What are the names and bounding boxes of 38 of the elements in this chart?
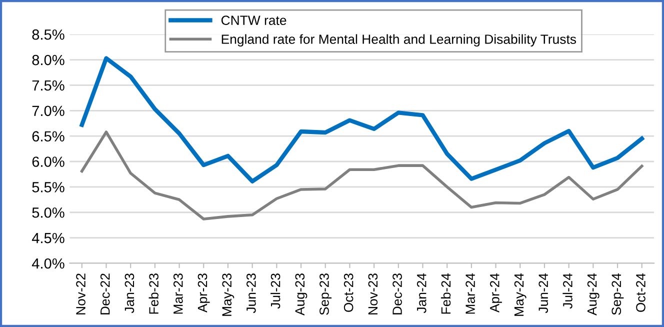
x-tick-label: Dec-22	[100, 274, 110, 314]
y-tick-label: 5.5%	[32, 182, 64, 192]
x-tick-label: May-24	[514, 273, 526, 316]
x-tick-label: Oct-23	[344, 274, 354, 312]
y-tick-label: 4.5%	[32, 232, 64, 244]
x-tick-label: Jul-23	[270, 274, 280, 309]
x-tick-label: Sep-23	[320, 274, 332, 315]
x-tick-label: Nov-22	[76, 274, 86, 314]
x-tick-label: Apr-23	[198, 274, 210, 313]
x-tick-label: Sep-24	[612, 273, 624, 315]
x-tick-label: Mar-23	[173, 274, 183, 314]
x-tick-label: Jun-24	[538, 273, 548, 314]
y-tick-label: 6.0%	[32, 156, 64, 167]
y-tick-label: 8.0%	[32, 54, 64, 66]
x-tick-label: Jun-23	[246, 274, 256, 314]
x-tick-label: Nov-23	[368, 274, 378, 314]
y-tick-label: 6.5%	[32, 131, 64, 142]
x-tick-label: Jul-24	[562, 273, 572, 309]
line-series	[80, 56, 644, 184]
legend-label: CNTW rate	[221, 16, 286, 25]
y-tick-label: 4.0%	[32, 258, 64, 269]
x-tick-label: Mar-24	[466, 273, 475, 314]
x-tick-label: Aug-24	[587, 273, 600, 316]
x-tick-label: May-23	[222, 274, 234, 316]
x-tick-label: Oct-24	[636, 273, 646, 312]
y-tick-label: 5.0%	[32, 207, 64, 218]
legend-label: England rate for Mental Health and Learning Disability Trusts	[222, 34, 576, 47]
y-tick-label: 7.5%	[32, 80, 64, 91]
x-tick-label: Apr-24	[490, 273, 502, 313]
x-tick-label: Aug-23	[295, 274, 308, 316]
x-tick-label: Jan-23	[124, 274, 134, 314]
x-tick-label: Jan-24	[416, 273, 426, 314]
y-tick-label: 7.0%	[32, 106, 64, 116]
x-tick-label: Dec-23	[392, 274, 402, 314]
x-tick-label: Feb-23	[148, 274, 158, 314]
x-tick-label: Feb-24	[440, 273, 451, 314]
y-tick-label: 8.5%	[32, 29, 64, 40]
line-series	[80, 130, 644, 220]
